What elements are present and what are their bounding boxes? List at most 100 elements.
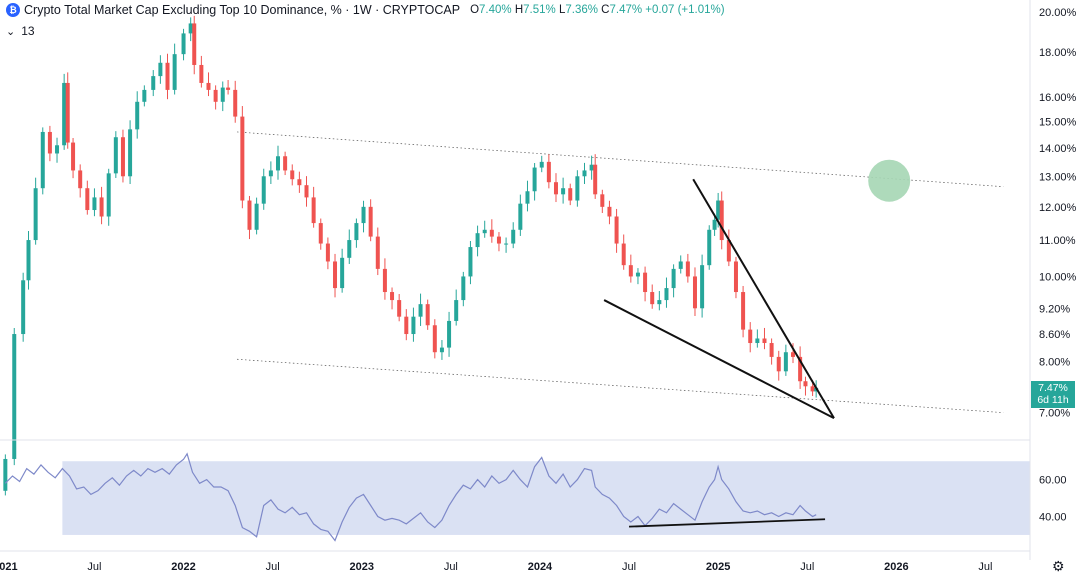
candle-body [382, 268, 387, 293]
rsi-line [4, 452, 817, 542]
candle-body [678, 261, 683, 269]
candle-body [375, 236, 380, 269]
price-tick-label: 14.00% [1039, 143, 1077, 155]
candle-body [26, 240, 31, 281]
candle-body [397, 300, 402, 317]
candle-body [532, 167, 537, 192]
wedge-lower-line [603, 299, 835, 420]
candle-body [635, 272, 640, 277]
candle-body [776, 356, 781, 372]
gear-icon[interactable]: ⚙ [1052, 558, 1065, 574]
candle-body [575, 176, 580, 201]
candle-body [733, 261, 738, 293]
candle-body [206, 82, 211, 90]
rsi-band [62, 461, 1031, 535]
chevron-down-icon: ⌄ [6, 26, 16, 38]
candle-body [261, 176, 266, 204]
candle-body [504, 243, 509, 245]
candle-body [199, 64, 204, 83]
candle-body [3, 458, 8, 491]
candle-body [333, 261, 338, 289]
candle-body [21, 280, 26, 335]
time-tick-label: Jul [444, 561, 458, 573]
price-tick-label: 11.00% [1039, 235, 1076, 247]
candle-body [347, 240, 352, 258]
time-tick-label: 2025 [706, 561, 730, 573]
candle-body [213, 89, 218, 102]
candle-body [582, 170, 587, 177]
candle-body [803, 381, 808, 387]
candle-body [664, 288, 669, 301]
last-price-badge: 7.47% 6d 11h [1031, 381, 1075, 408]
candle-body [600, 194, 605, 207]
candle-body [511, 229, 516, 244]
candle-body [475, 233, 480, 248]
time-tick-label: 2021 [0, 561, 18, 573]
candle-body [226, 87, 231, 90]
candle-body [254, 203, 259, 230]
candle-body [368, 206, 373, 237]
candle-body [546, 161, 551, 183]
candle-body [762, 338, 767, 344]
candle-body [40, 131, 45, 189]
time-tick-label: 2023 [350, 561, 374, 573]
candle-body [454, 300, 459, 321]
candle-body [12, 334, 17, 459]
candle-body [340, 257, 345, 289]
candle-body [128, 129, 133, 177]
rsi-support-trendline [629, 518, 826, 528]
candle-body [318, 223, 323, 244]
indicator-toggle[interactable]: ⌄ 13 [6, 24, 35, 38]
time-tick-label: Jul [800, 561, 814, 573]
price-tick-label: 18.00% [1039, 47, 1077, 59]
candle-body [361, 206, 366, 224]
candle-body [390, 292, 395, 301]
candle-body [247, 200, 252, 230]
price-tick-label: 10.00% [1039, 271, 1077, 283]
candle-body [790, 352, 795, 357]
candle-body [607, 206, 612, 217]
candle-body [621, 243, 626, 266]
candle-body [304, 185, 309, 198]
candle-body [712, 219, 717, 230]
candle-body [192, 23, 197, 65]
candle-body [518, 203, 523, 230]
rsi-tick-label: 60.00 [1039, 475, 1067, 487]
candle-body [85, 188, 90, 211]
bar-countdown: 6d 11h [1037, 394, 1069, 406]
ohlc-readout: O7.40% H7.51% L7.36% C7.47% +0.07 (+1.01… [470, 4, 725, 16]
candle-body [525, 191, 530, 204]
candle-body [593, 164, 598, 195]
candle-body [47, 131, 52, 154]
candle-body [325, 243, 330, 262]
candle-body [755, 338, 760, 344]
candle-body [354, 223, 359, 241]
candle-body [439, 347, 444, 353]
price-tick-label: 13.00% [1039, 171, 1077, 183]
candle-body [671, 268, 676, 289]
candle-body [798, 356, 803, 382]
candle-body [106, 173, 111, 217]
candle-body [418, 304, 423, 317]
candle-body [650, 292, 655, 305]
price-tick-label: 16.00% [1039, 92, 1077, 104]
rsi-pane[interactable] [4, 452, 1031, 542]
time-tick-label: Jul [622, 561, 636, 573]
candle-body [55, 145, 60, 154]
candle-body [539, 161, 544, 168]
candle-body [151, 76, 156, 90]
candle-body [268, 170, 273, 177]
price-tick-label: 7.00% [1039, 408, 1070, 420]
candle-body [561, 188, 566, 195]
candle-body [113, 137, 118, 174]
candle-body [425, 304, 430, 326]
candle-body [716, 200, 721, 220]
open-value: 7.40% [479, 4, 512, 16]
candle-body [783, 352, 788, 372]
candle-body [726, 240, 731, 262]
candle-body [220, 87, 225, 102]
price-pane[interactable] [3, 15, 1004, 496]
candle-body [447, 320, 452, 348]
time-tick-label: 2022 [171, 561, 195, 573]
